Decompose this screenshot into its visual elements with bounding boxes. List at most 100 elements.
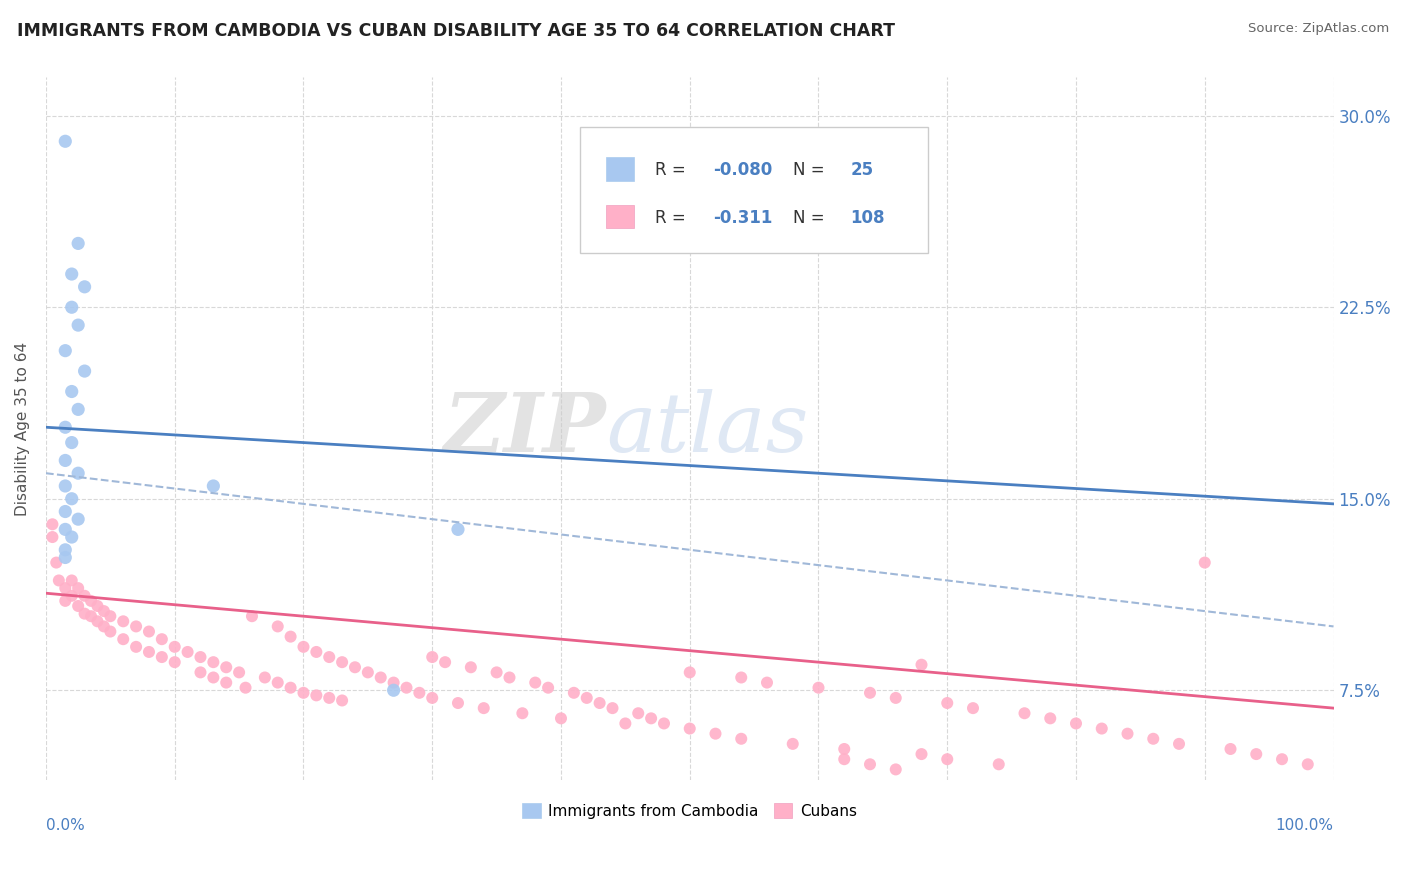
Point	[80, 609, 103, 624]
Point	[420, 690, 443, 705]
Text: 108: 108	[851, 209, 886, 227]
Point	[60, 300, 83, 314]
Point	[215, 675, 238, 690]
Point	[575, 690, 598, 705]
Point	[343, 660, 366, 674]
Point	[53, 581, 76, 595]
Point	[884, 690, 907, 705]
Point	[910, 747, 932, 761]
Point	[1064, 716, 1087, 731]
Point	[962, 701, 984, 715]
Point	[730, 731, 752, 746]
Point	[537, 681, 560, 695]
FancyBboxPatch shape	[606, 205, 634, 228]
Legend: Immigrants from Cambodia, Cubans: Immigrants from Cambodia, Cubans	[516, 797, 863, 824]
Point	[318, 650, 340, 665]
Point	[562, 686, 585, 700]
Text: ZIP: ZIP	[443, 389, 606, 468]
Point	[73, 589, 96, 603]
Point	[859, 686, 882, 700]
Point	[679, 722, 702, 736]
Text: IMMIGRANTS FROM CAMBODIA VS CUBAN DISABILITY AGE 35 TO 64 CORRELATION CHART: IMMIGRANTS FROM CAMBODIA VS CUBAN DISABI…	[17, 22, 894, 40]
Point	[53, 134, 76, 148]
Point	[73, 364, 96, 378]
Point	[67, 467, 90, 481]
Point	[936, 752, 959, 766]
Point	[730, 671, 752, 685]
Point	[884, 763, 907, 777]
Text: N =: N =	[793, 161, 830, 179]
Point	[125, 640, 148, 654]
Point	[267, 619, 290, 633]
Point	[163, 640, 186, 654]
Point	[318, 690, 340, 705]
Point	[235, 681, 257, 695]
Point	[190, 665, 212, 680]
FancyBboxPatch shape	[581, 127, 928, 253]
Point	[679, 665, 702, 680]
Point	[60, 384, 83, 399]
Point	[138, 624, 160, 639]
Point	[150, 650, 173, 665]
Point	[202, 479, 225, 493]
Point	[357, 665, 380, 680]
Point	[330, 693, 353, 707]
Point	[202, 655, 225, 669]
Point	[627, 706, 650, 721]
Text: R =: R =	[655, 209, 690, 227]
Point	[1116, 726, 1139, 740]
Point	[512, 706, 534, 721]
Point	[1168, 737, 1191, 751]
Point	[67, 402, 90, 417]
Point	[53, 453, 76, 467]
Point	[86, 599, 108, 613]
Point	[382, 675, 405, 690]
Point	[73, 280, 96, 294]
Point	[240, 609, 263, 624]
Text: 0.0%: 0.0%	[46, 818, 84, 833]
Point	[125, 619, 148, 633]
Point	[93, 619, 115, 633]
Point	[98, 624, 121, 639]
Point	[41, 517, 63, 532]
Point	[53, 479, 76, 493]
Point	[292, 640, 315, 654]
Point	[48, 574, 70, 588]
Point	[53, 343, 76, 358]
Point	[150, 632, 173, 647]
Point	[910, 657, 932, 672]
Point	[53, 542, 76, 557]
Point	[1014, 706, 1036, 721]
Point	[434, 655, 457, 669]
Point	[1039, 711, 1062, 725]
Point	[447, 522, 470, 536]
Point	[330, 655, 353, 669]
Point	[1246, 747, 1268, 761]
Point	[305, 645, 328, 659]
Point	[370, 671, 392, 685]
Point	[67, 318, 90, 332]
Point	[305, 689, 328, 703]
Point	[60, 491, 83, 506]
Point	[112, 632, 135, 647]
Point	[408, 686, 430, 700]
Point	[60, 574, 83, 588]
Point	[602, 701, 624, 715]
Text: N =: N =	[793, 209, 830, 227]
Point	[53, 594, 76, 608]
Point	[395, 681, 418, 695]
Point	[67, 599, 90, 613]
Point	[524, 675, 547, 690]
Point	[1194, 556, 1216, 570]
Point	[93, 604, 115, 618]
Point	[1142, 731, 1164, 746]
Point	[73, 607, 96, 621]
Point	[756, 675, 779, 690]
Text: atlas: atlas	[606, 389, 808, 468]
Point	[987, 757, 1010, 772]
Point	[382, 683, 405, 698]
Point	[498, 671, 520, 685]
Point	[67, 236, 90, 251]
Point	[138, 645, 160, 659]
Text: -0.080: -0.080	[713, 161, 772, 179]
